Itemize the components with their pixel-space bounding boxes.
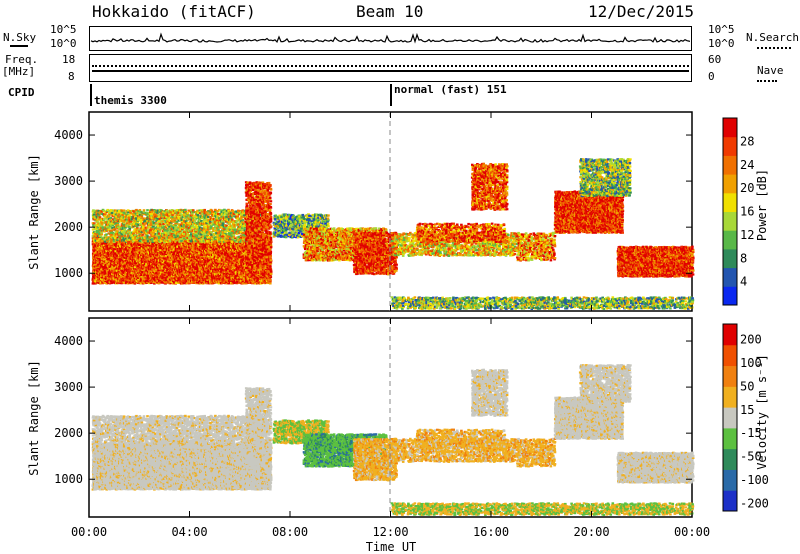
power-panel: 1000200030004000 bbox=[54, 112, 695, 311]
